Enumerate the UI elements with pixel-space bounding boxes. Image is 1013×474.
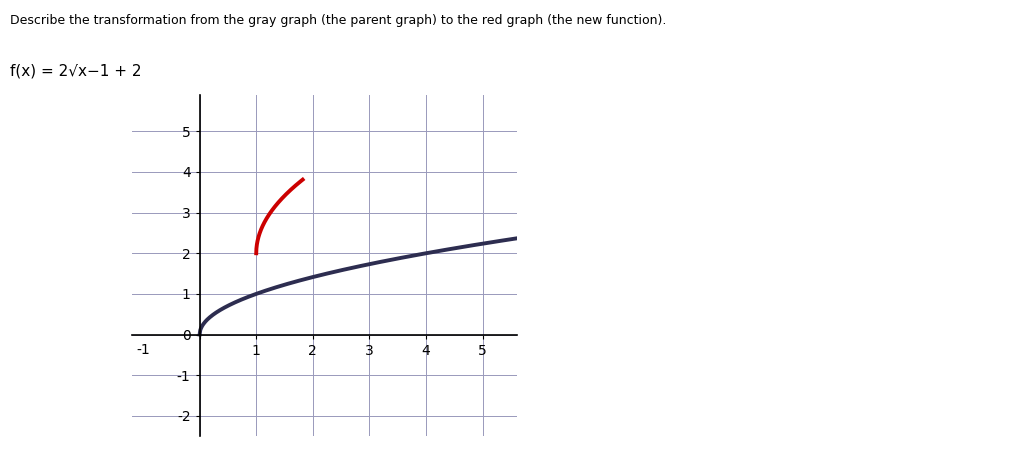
Text: Describe the transformation from the gray graph (the parent graph) to the red gr: Describe the transformation from the gra…: [10, 14, 667, 27]
Text: f(x) = 2√x−1 + 2: f(x) = 2√x−1 + 2: [10, 64, 142, 79]
Text: -1: -1: [136, 344, 150, 357]
